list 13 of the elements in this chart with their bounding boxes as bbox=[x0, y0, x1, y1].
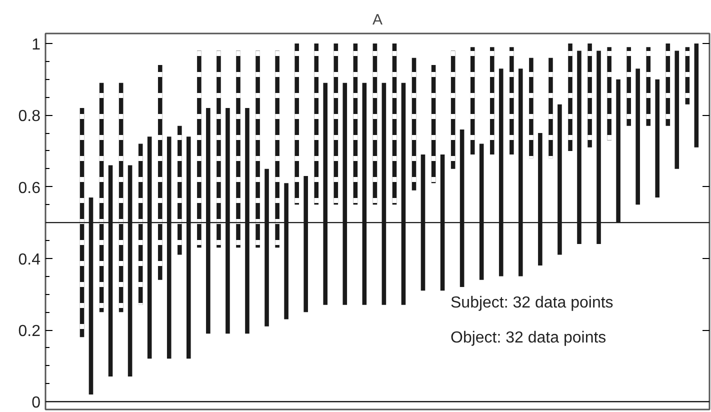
annotation: Subject: 32 data points bbox=[450, 294, 614, 312]
y-tick-label: 0 bbox=[32, 394, 41, 412]
y-tick-label: 0.8 bbox=[18, 108, 41, 126]
chart-title: A bbox=[372, 12, 383, 28]
annotation: Object: 32 data points bbox=[450, 330, 606, 346]
y-tick-label: 0.4 bbox=[18, 251, 41, 268]
y-tick-label: 0.6 bbox=[18, 180, 41, 197]
bar bbox=[655, 79, 660, 198]
y-tick-label: 0.2 bbox=[18, 323, 41, 340]
bar bbox=[636, 68, 640, 205]
bar bbox=[674, 50, 680, 169]
bar bbox=[694, 44, 699, 148]
y-tick-label: 1 bbox=[32, 36, 41, 54]
